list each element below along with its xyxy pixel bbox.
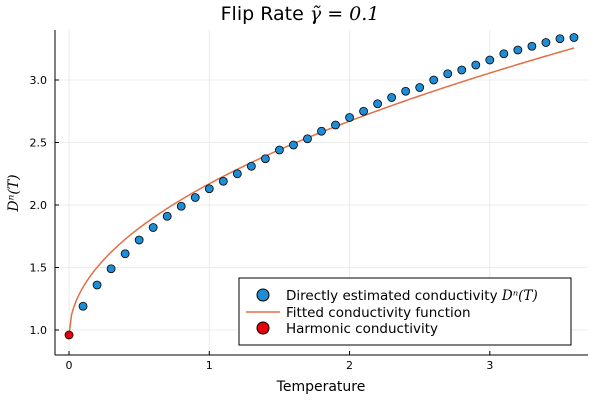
chart-title: Flip Rate γ̃ = 0.1 <box>221 3 380 25</box>
data-point <box>162 211 172 221</box>
x-tick-label: 0 <box>66 359 73 372</box>
harmonic-point <box>64 330 74 340</box>
data-point <box>92 280 102 290</box>
legend: Directly estimated conductivity Dⁿ(T) Fi… <box>238 277 572 346</box>
data-point <box>317 126 326 136</box>
data-point <box>176 201 186 211</box>
legend-box <box>238 277 572 346</box>
legend-label-fitted: Fitted conductivity function <box>286 305 471 321</box>
x-axis-label: Temperature <box>276 379 366 395</box>
data-point <box>218 176 228 186</box>
y-tick-label: 1.0 <box>30 324 48 337</box>
data-point <box>190 193 200 202</box>
data-point <box>106 264 116 274</box>
data-point <box>555 34 565 44</box>
data-point <box>289 140 298 150</box>
y-tick-label: 2.5 <box>30 137 48 150</box>
data-point <box>345 113 354 122</box>
data-point <box>499 49 509 59</box>
data-point <box>246 161 256 171</box>
data-point <box>569 33 579 42</box>
legend-label-estimated: Directly estimated conductivity Dⁿ(T) <box>286 288 538 304</box>
data-point <box>457 65 467 75</box>
legend-marker-estimated <box>256 288 270 302</box>
data-point <box>232 169 242 179</box>
data-point <box>527 41 537 51</box>
data-point <box>260 154 270 164</box>
data-point <box>443 69 453 79</box>
data-point <box>331 120 340 130</box>
y-tick-label: 3.0 <box>30 74 48 87</box>
y-tick-label: 1.5 <box>30 262 48 275</box>
data-point <box>401 86 411 96</box>
scatter-series <box>78 33 579 311</box>
data-point <box>303 134 312 144</box>
data-point <box>415 83 425 92</box>
data-point <box>134 235 144 245</box>
legend-label-harmonic: Harmonic conductivity <box>286 321 438 337</box>
data-point <box>387 93 397 102</box>
data-point <box>148 223 158 232</box>
x-tick-label: 3 <box>486 359 493 372</box>
data-point <box>275 145 284 155</box>
data-point <box>204 184 214 194</box>
axes <box>54 30 588 356</box>
data-point <box>359 106 368 116</box>
data-point <box>78 301 88 311</box>
legend-marker-harmonic <box>256 321 270 335</box>
x-ticks: 0 1 2 3 <box>66 351 493 372</box>
y-tick-label: 2.0 <box>30 199 48 212</box>
data-point <box>541 38 551 47</box>
data-point <box>120 249 130 259</box>
data-point <box>429 75 439 85</box>
data-point <box>513 45 523 55</box>
harmonic-series <box>64 330 74 340</box>
data-point <box>471 60 481 70</box>
y-axis-label: Dⁿ(T) <box>6 174 22 212</box>
data-point <box>485 55 495 65</box>
x-tick-label: 2 <box>346 359 353 372</box>
y-ticks: 1.0 1.5 2.0 2.5 3.0 <box>30 74 59 337</box>
data-point <box>373 99 383 109</box>
x-tick-label: 1 <box>206 359 213 372</box>
